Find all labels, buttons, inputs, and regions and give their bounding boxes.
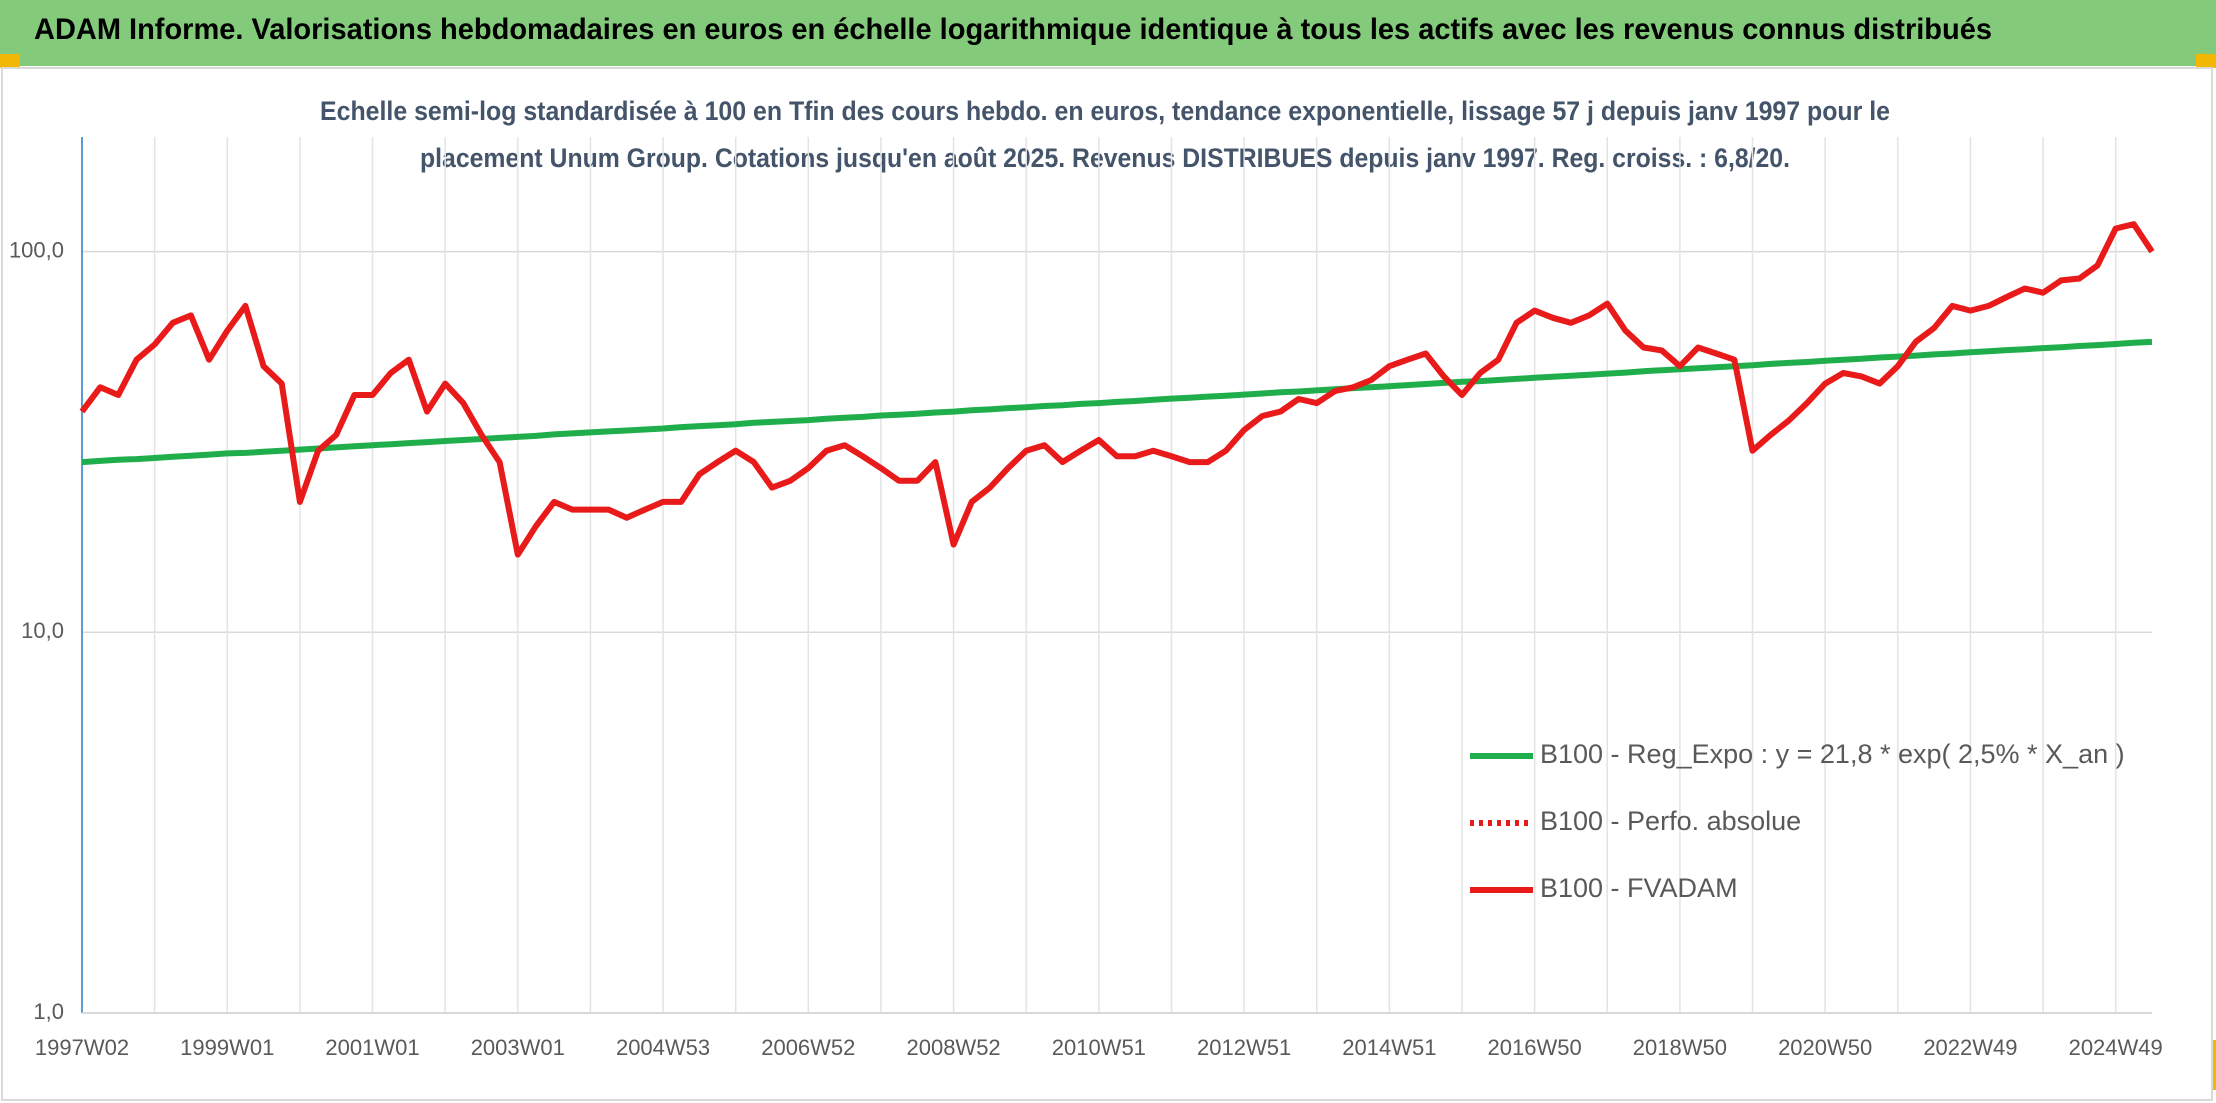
x-tick-label: 1999W01 (180, 1035, 274, 1060)
data-line (79, 221, 2155, 558)
chart-subtitle: placement Unum Group. Cotations jusqu'en… (420, 143, 1790, 173)
corner-mark (0, 54, 20, 68)
x-tick-label: 2001W01 (325, 1035, 419, 1060)
legend-label: B100 - Perfo. absolue (1540, 806, 1801, 836)
x-tick-label: 2018W50 (1633, 1035, 1727, 1060)
x-tick-label: 2012W51 (1197, 1035, 1291, 1060)
y-tick-label: 10,0 (21, 618, 64, 643)
y-tick-label: 100,0 (9, 237, 64, 262)
x-tick-label: 1997W02 (35, 1035, 129, 1060)
legend-label: B100 - Reg_Expo : y = 21,8 * exp( 2,5% *… (1540, 739, 2125, 769)
x-tick-label: 2006W52 (761, 1035, 855, 1060)
chart-frame (1, 67, 2213, 1101)
page-title: ADAM Informe. Valorisations hebdomadaire… (34, 13, 1992, 46)
chart-subtitle: Echelle semi-log standardisée à 100 en T… (320, 96, 1890, 126)
corner-mark (2196, 54, 2216, 68)
x-tick-label: 2003W01 (471, 1035, 565, 1060)
y-tick-label: 1,0 (33, 999, 64, 1024)
x-tick-label: 2010W51 (1052, 1035, 1146, 1060)
x-tick-label: 2024W49 (2069, 1035, 2163, 1060)
x-tick-label: 2020W50 (1778, 1035, 1872, 1060)
legend-label: B100 - FVADAM (1540, 873, 1738, 903)
x-tick-label: 2008W52 (906, 1035, 1000, 1060)
x-tick-label: 2022W49 (1923, 1035, 2017, 1060)
x-tick-label: 2014W51 (1342, 1035, 1436, 1060)
x-tick-label: 2004W53 (616, 1035, 710, 1060)
data-line (81, 338, 2153, 466)
x-tick-label: 2016W50 (1488, 1035, 1582, 1060)
header-bar (0, 0, 2216, 66)
